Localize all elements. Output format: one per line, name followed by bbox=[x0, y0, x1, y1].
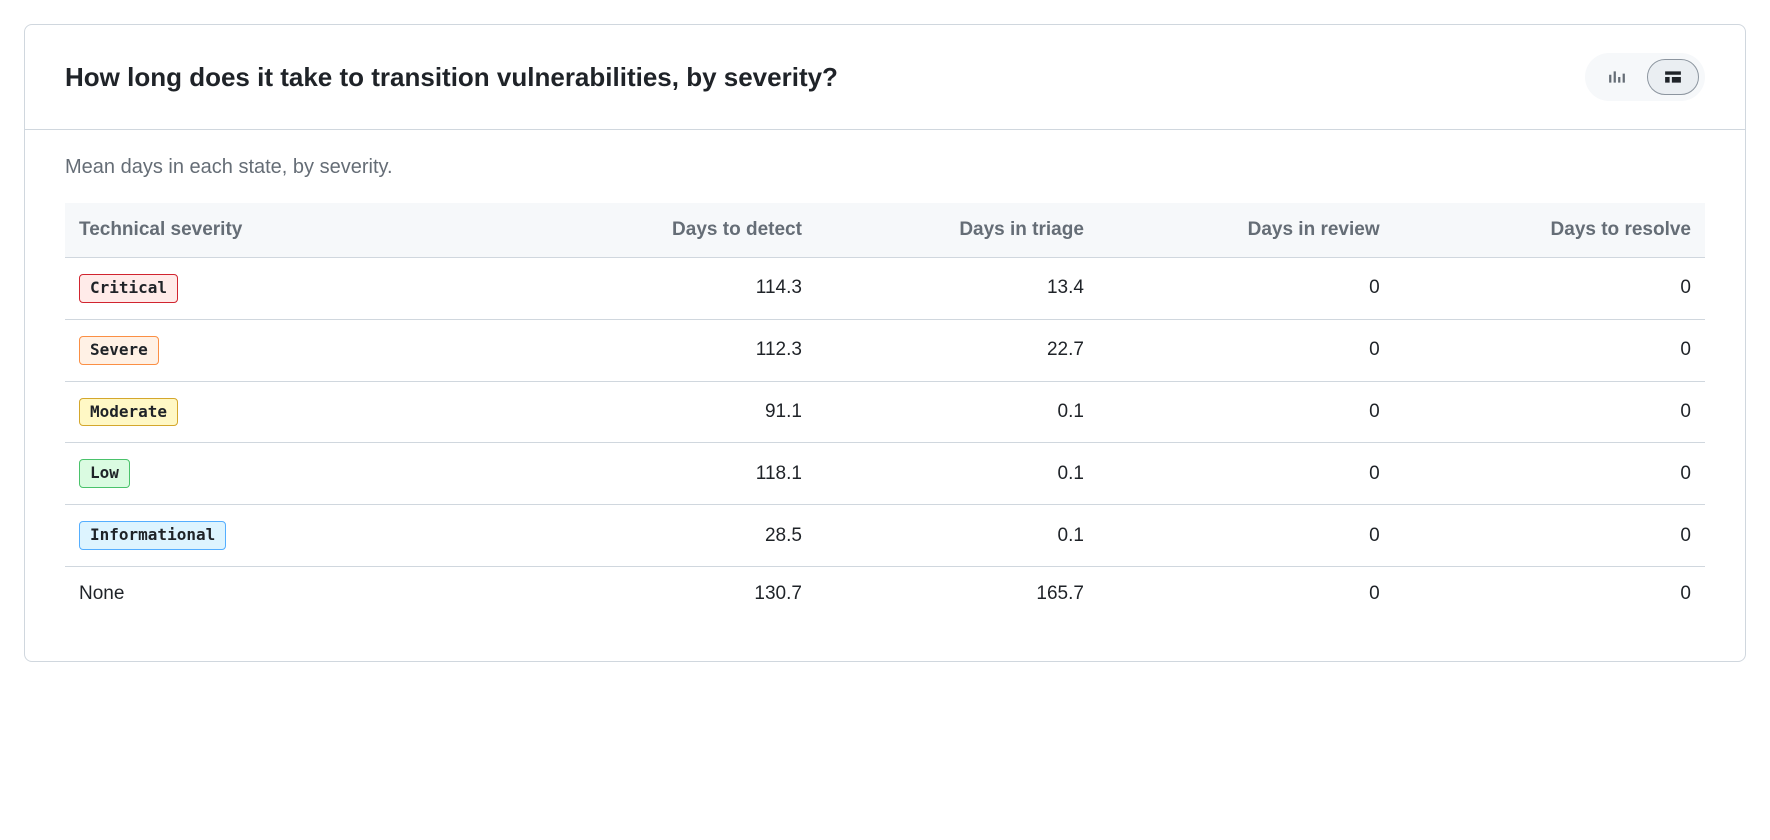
col-header-triage: Days in triage bbox=[816, 203, 1098, 258]
cell-severity: Severe bbox=[65, 319, 524, 381]
cell-review: 0 bbox=[1098, 505, 1394, 567]
cell-detect: 91.1 bbox=[524, 381, 816, 443]
severity-badge: Informational bbox=[79, 521, 226, 550]
cell-detect: 114.3 bbox=[524, 258, 816, 320]
cell-resolve: 0 bbox=[1394, 381, 1705, 443]
cell-resolve: 0 bbox=[1394, 258, 1705, 320]
cell-triage: 13.4 bbox=[816, 258, 1098, 320]
col-header-detect: Days to detect bbox=[524, 203, 816, 258]
cell-detect: 118.1 bbox=[524, 443, 816, 505]
cell-detect: 112.3 bbox=[524, 319, 816, 381]
cell-severity: None bbox=[65, 566, 524, 621]
cell-triage: 0.1 bbox=[816, 505, 1098, 567]
col-header-severity: Technical severity bbox=[65, 203, 524, 258]
table-view-button[interactable] bbox=[1647, 59, 1699, 95]
cell-resolve: 0 bbox=[1394, 505, 1705, 567]
table-icon bbox=[1664, 68, 1682, 86]
cell-review: 0 bbox=[1098, 381, 1394, 443]
card-title: How long does it take to transition vuln… bbox=[65, 62, 838, 93]
table-row: Low118.10.100 bbox=[65, 443, 1705, 505]
card-body: Mean days in each state, by severity. Te… bbox=[25, 130, 1745, 661]
cell-detect: 130.7 bbox=[524, 566, 816, 621]
severity-label: None bbox=[79, 583, 124, 604]
cell-resolve: 0 bbox=[1394, 443, 1705, 505]
view-toggle-group bbox=[1585, 53, 1705, 101]
table-row: None130.7165.700 bbox=[65, 566, 1705, 621]
cell-review: 0 bbox=[1098, 258, 1394, 320]
card-header: How long does it take to transition vuln… bbox=[25, 25, 1745, 130]
card-subtitle: Mean days in each state, by severity. bbox=[65, 156, 1705, 179]
cell-severity: Informational bbox=[65, 505, 524, 567]
chart-view-button[interactable] bbox=[1591, 59, 1643, 95]
cell-review: 0 bbox=[1098, 566, 1394, 621]
cell-review: 0 bbox=[1098, 443, 1394, 505]
cell-detect: 28.5 bbox=[524, 505, 816, 567]
vulnerability-transition-card: How long does it take to transition vuln… bbox=[24, 24, 1746, 662]
table-row: Critical114.313.400 bbox=[65, 258, 1705, 320]
bar-chart-icon bbox=[1608, 68, 1626, 86]
col-header-review: Days in review bbox=[1098, 203, 1394, 258]
cell-resolve: 0 bbox=[1394, 566, 1705, 621]
severity-badge: Critical bbox=[79, 274, 178, 303]
severity-badge: Severe bbox=[79, 336, 159, 365]
col-header-resolve: Days to resolve bbox=[1394, 203, 1705, 258]
table-row: Informational28.50.100 bbox=[65, 505, 1705, 567]
severity-badge: Low bbox=[79, 459, 130, 488]
cell-triage: 22.7 bbox=[816, 319, 1098, 381]
table-row: Severe112.322.700 bbox=[65, 319, 1705, 381]
cell-severity: Moderate bbox=[65, 381, 524, 443]
severity-transition-table: Technical severity Days to detect Days i… bbox=[65, 203, 1705, 621]
severity-badge: Moderate bbox=[79, 398, 178, 427]
cell-resolve: 0 bbox=[1394, 319, 1705, 381]
cell-triage: 165.7 bbox=[816, 566, 1098, 621]
cell-severity: Low bbox=[65, 443, 524, 505]
table-row: Moderate91.10.100 bbox=[65, 381, 1705, 443]
cell-severity: Critical bbox=[65, 258, 524, 320]
table-header-row: Technical severity Days to detect Days i… bbox=[65, 203, 1705, 258]
cell-triage: 0.1 bbox=[816, 443, 1098, 505]
cell-triage: 0.1 bbox=[816, 381, 1098, 443]
cell-review: 0 bbox=[1098, 319, 1394, 381]
